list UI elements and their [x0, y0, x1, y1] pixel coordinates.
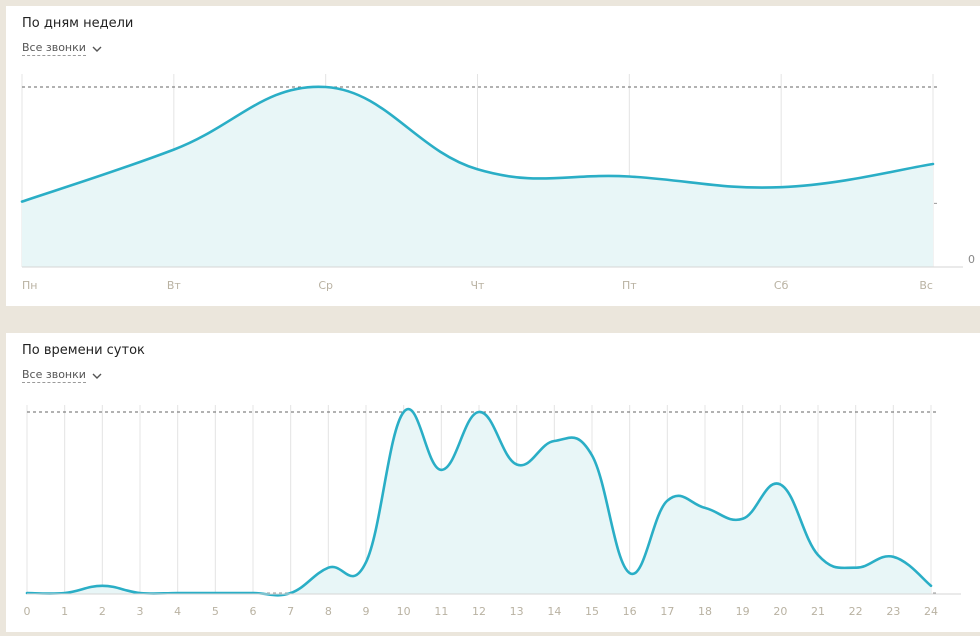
hourly-tick-label: 17 [660, 605, 674, 618]
hourly-tick-label: 0 [24, 605, 31, 618]
weekly-tick-label: Вт [167, 279, 182, 292]
hourly-tick-label: 12 [472, 605, 486, 618]
hourly-tick-label: 9 [363, 605, 370, 618]
hourly-chart-card: 0 1 2 3 4 5 6 7 8 9 10 11 12 13 14 15 16 17 18 19 20 21 22 23 24… [6, 333, 980, 632]
hourly-filter-dropdown[interactable]: Все звонки [22, 368, 102, 383]
weekly-tick-label: Чт [471, 279, 486, 292]
hourly-tick-label: 16 [623, 605, 637, 618]
hourly-tick-label: 1 [61, 605, 68, 618]
hourly-tick-label: 4 [174, 605, 181, 618]
hourly-tick-label: 24 [924, 605, 938, 618]
hourly-chart-title: По времени суток [22, 343, 145, 358]
weekly-tick-label: Ср [318, 279, 333, 292]
hourly-tick-label: 6 [250, 605, 257, 618]
hourly-tick-label: 2 [99, 605, 106, 618]
hourly-tick-label: 19 [736, 605, 750, 618]
weekly-chart-title: По дням недели [22, 16, 134, 31]
weekly-chart-plot: Пн Вт Ср Чт Пт Сб Вс 0 [20, 74, 975, 292]
hourly-tick-label: 21 [811, 605, 825, 618]
weekly-tick-label: Пн [22, 279, 37, 292]
hourly-tick-label: 11 [434, 605, 448, 618]
hourly-area-fill [27, 409, 931, 596]
hourly-tick-label: 15 [585, 605, 599, 618]
hourly-tick-label: 7 [287, 605, 294, 618]
weekly-series-line [20, 85, 935, 203]
hourly-tick-label: 10 [397, 605, 411, 618]
hourly-tick-label: 13 [510, 605, 524, 618]
weekly-tick-label: Вс [919, 279, 933, 292]
weekly-filter-label: Все звонки [22, 41, 86, 56]
hourly-tick-label: 23 [886, 605, 900, 618]
hourly-tick-label: 14 [547, 605, 561, 618]
weekly-filter-dropdown[interactable]: Все звонки [22, 41, 102, 56]
hourly-tick-label: 18 [698, 605, 712, 618]
hourly-filter-label: Все звонки [22, 368, 86, 383]
chevron-down-icon [92, 373, 102, 379]
hourly-chart-plot: 0 1 2 3 4 5 6 7 8 9 10 11 12 13 14 15 16 17 18 19 20 21 22 23 24 [24, 405, 961, 618]
weekly-chart-card: Пн Вт Ср Чт Пт Сб Вс 0 По дням недели Все звонк… [6, 6, 980, 306]
weekly-zero-label: 0 [968, 253, 975, 266]
hourly-tick-label: 22 [849, 605, 863, 618]
chevron-down-icon [92, 46, 102, 52]
hourly-series-line [25, 407, 933, 597]
weekly-area-fill [22, 86, 933, 267]
hourly-tick-label: 20 [773, 605, 787, 618]
hourly-tick-label: 3 [137, 605, 144, 618]
weekly-tick-label: Сб [774, 279, 789, 292]
weekly-tick-label: Пт [622, 279, 637, 292]
hourly-tick-label: 8 [325, 605, 332, 618]
hourly-tick-label: 5 [212, 605, 219, 618]
